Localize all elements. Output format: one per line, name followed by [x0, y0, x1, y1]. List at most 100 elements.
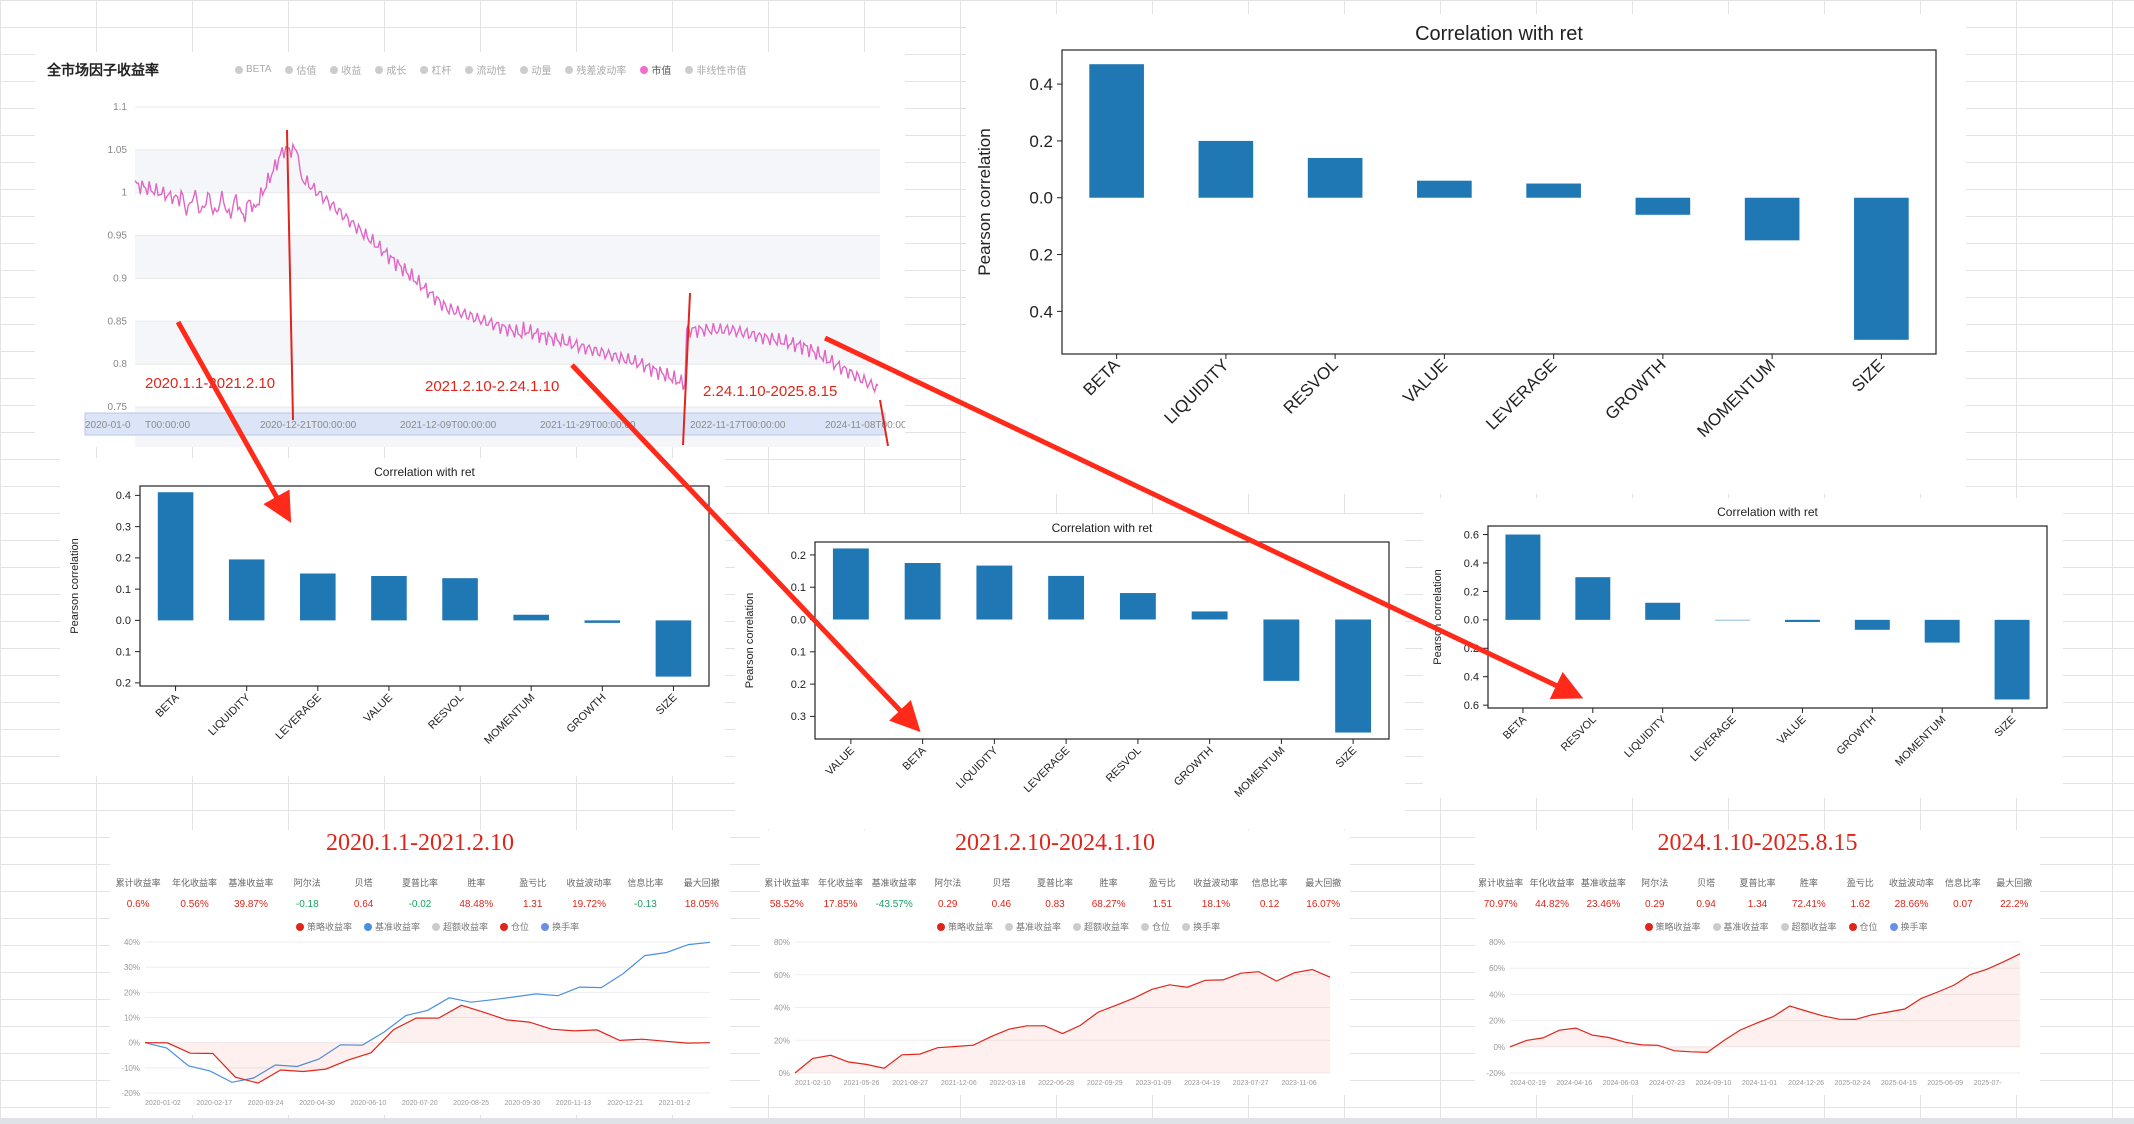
stat-label: 贝塔 [354, 878, 373, 888]
stat-label: 夏普比率 [401, 878, 438, 888]
factor-legend-item[interactable]: 估值 [285, 62, 316, 77]
legend-dot-icon [520, 65, 529, 74]
y-tick-label: 40% [774, 1004, 790, 1013]
y-tick-label: 0.4 [1464, 558, 1479, 570]
backtest-legend-label: 策略收益率 [948, 922, 994, 932]
corr-chart-period2: Correlation with ret 0.2 0.1 0.0 0.1 0.2 0.3 Pe… [744, 521, 1390, 800]
stat-label: 最大回撤 [1305, 878, 1342, 888]
backtest-legend[interactable]: 策略收益率 基准收益率 超额收益率 仓位 换手率 [937, 920, 1220, 933]
backtest-legend-item[interactable]: 策略收益率 [937, 920, 993, 933]
y-tick-label: 0.2 [791, 679, 806, 691]
backtest-legend-label: 基准收益率 [1016, 922, 1062, 932]
x-tick-label: GROWTH [565, 692, 609, 736]
factor-legend-item[interactable]: 非线性市值 [685, 62, 746, 77]
backtest-legend-item[interactable]: 基准收益率 [1005, 920, 1061, 933]
legend-dot-icon [364, 922, 373, 931]
backtest-legend-item[interactable]: 基准收益率 [364, 920, 420, 933]
y-tick-label: 0.8 [113, 359, 127, 370]
backtest-legend-item[interactable]: 超额收益率 [1073, 920, 1129, 933]
stat-label: 收益波动率 [566, 878, 612, 888]
backtest-legend[interactable]: 策略收益率 基准收益率 超额收益率 仓位 换手率 [296, 920, 579, 933]
x-tick-label: RESVOL [426, 692, 466, 732]
y-tick-label: 0.2 [1464, 586, 1479, 598]
factor-legend-item[interactable]: 收益 [330, 62, 361, 77]
stat-label: 基准收益率 [871, 878, 917, 888]
stat-cell: 最大回撤 22.2% [1989, 876, 2040, 910]
backtest-legend-item[interactable]: 策略收益率 [296, 920, 352, 933]
corr-bar-growth [1854, 619, 1890, 630]
backtest-legend-label: 超额收益率 [1084, 922, 1130, 932]
x-tick-label: LIQUIDITY [1622, 713, 1669, 760]
backtest-legend-item[interactable]: 换手率 [1889, 920, 1928, 933]
y-tick-label: 30% [124, 963, 140, 972]
legend-dot-icon [685, 65, 694, 74]
factor-legend-item[interactable]: BETA [235, 62, 271, 77]
factor-legend-item[interactable]: 市值 [640, 62, 671, 77]
corr-bar-value [1417, 180, 1472, 198]
y-tick-label: 0% [1493, 1043, 1505, 1052]
x-tick-label: 2025-02-24 [1835, 1080, 1871, 1087]
y-tick-label: 0.75 [108, 402, 128, 413]
x-tick-label: 2024-02-19 [1510, 1080, 1546, 1087]
factor-legend-item[interactable]: 成长 [375, 62, 406, 77]
stat-value: 44.82% [1535, 899, 1569, 910]
backtest-legend-item[interactable]: 基准收益率 [1712, 920, 1769, 933]
legend-dot-icon [1780, 922, 1789, 931]
factor-legend-item[interactable]: 流动性 [465, 62, 506, 77]
stat-value: 19.72% [572, 899, 607, 910]
stat-cell: 基准收益率 39.87% [223, 876, 279, 910]
backtest-legend-item[interactable]: 换手率 [1182, 920, 1220, 933]
x-tick-label: RESVOL [1104, 745, 1144, 785]
period-label-1: 2020.1.1-2021.2.10 [145, 375, 276, 392]
y-axis-label: Pearson correlation [69, 538, 81, 633]
stat-cell: 收益波动率 19.72% [561, 876, 617, 910]
legend-dot-icon [330, 65, 339, 74]
x-tick-label: LEVERAGE [274, 692, 324, 742]
backtest-legend-item[interactable]: 超额收益率 [1780, 920, 1837, 933]
stat-cell: 盈亏比 1.62 [1835, 876, 1886, 910]
backtest-legend-item[interactable]: 仓位 [1141, 920, 1170, 933]
x-tick-label: RESVOL [1280, 355, 1342, 417]
backtest-legend-item[interactable]: 换手率 [541, 920, 579, 933]
stat-value: 28.66% [1894, 899, 1929, 910]
stat-cell: 阿尔法 0.29 [921, 876, 975, 910]
bottom-scrollbar-strip[interactable] [0, 1118, 2134, 1124]
corr-bar-momentum [513, 614, 549, 621]
x-tick-label: 2020-02-17 [196, 1100, 232, 1107]
x-tick-label: 2021-01-2 [659, 1100, 691, 1107]
corr-chart-period3: Correlation with ret 0.6 0.4 0.2 0.0 0.2 0.4 0.… [1432, 505, 2048, 769]
x-tick-label: 2021-05-26 [844, 1080, 880, 1087]
legend-dot-icon [1644, 922, 1653, 931]
factor-legend-item[interactable]: 动量 [520, 62, 551, 77]
stat-cell: 贝塔 0.46 [975, 876, 1029, 910]
y-tick-label: 0.3 [791, 711, 806, 723]
stat-value: 0.07 [1953, 899, 1973, 910]
y-tick-label: 0.1 [116, 646, 131, 658]
stat-label: 基准收益率 [228, 878, 274, 888]
y-tick-label: 0.4 [1029, 75, 1053, 94]
factor-legend-item[interactable]: 杠杆 [420, 62, 451, 77]
x-tick-label: LEVERAGE [1022, 745, 1072, 795]
backtest-legend-item[interactable]: 仓位 [500, 920, 529, 933]
backtest-legend-item[interactable]: 超额收益率 [432, 920, 488, 933]
backtest-legend-item[interactable]: 仓位 [1848, 920, 1878, 933]
grid-band [135, 235, 880, 279]
corr-bar-liquidity [976, 565, 1013, 620]
x-tick-label: 2021-12-06 [941, 1080, 977, 1087]
stat-label: 收益波动率 [1193, 878, 1239, 888]
stat-cell: 阿尔法 0.29 [1629, 876, 1680, 910]
stat-label: 收益波动率 [1889, 878, 1935, 888]
x-tick-label: MOMENTUM [1232, 745, 1287, 800]
factor-legend[interactable]: BETA 估值 收益 成长 杠杆 流动性 动量 残差波动率 市值 非线性市值 [235, 62, 746, 77]
corr-chart-title: Correlation with ret [374, 465, 475, 479]
stat-value: 48.48% [459, 899, 494, 910]
backtest-legend-label: 基准收益率 [375, 922, 421, 932]
backtest-legend[interactable]: 策略收益率 基准收益率 超额收益率 仓位 换手率 [1644, 920, 1928, 933]
corr-chart-title: Correlation with ret [1717, 505, 1818, 519]
legend-dot-icon [640, 65, 649, 74]
backtest-panel-period1: 2020.1.1-2021.2.10 累计收益率 0.6% 年化收益率 0.56% 基准收… [110, 830, 730, 1115]
backtest-legend-item[interactable]: 策略收益率 [1644, 920, 1701, 933]
factor-legend-item[interactable]: 残差波动率 [565, 62, 626, 77]
stat-label: 胜率 [1099, 878, 1118, 888]
stat-cell: 最大回撤 16.07% [1296, 876, 1350, 910]
